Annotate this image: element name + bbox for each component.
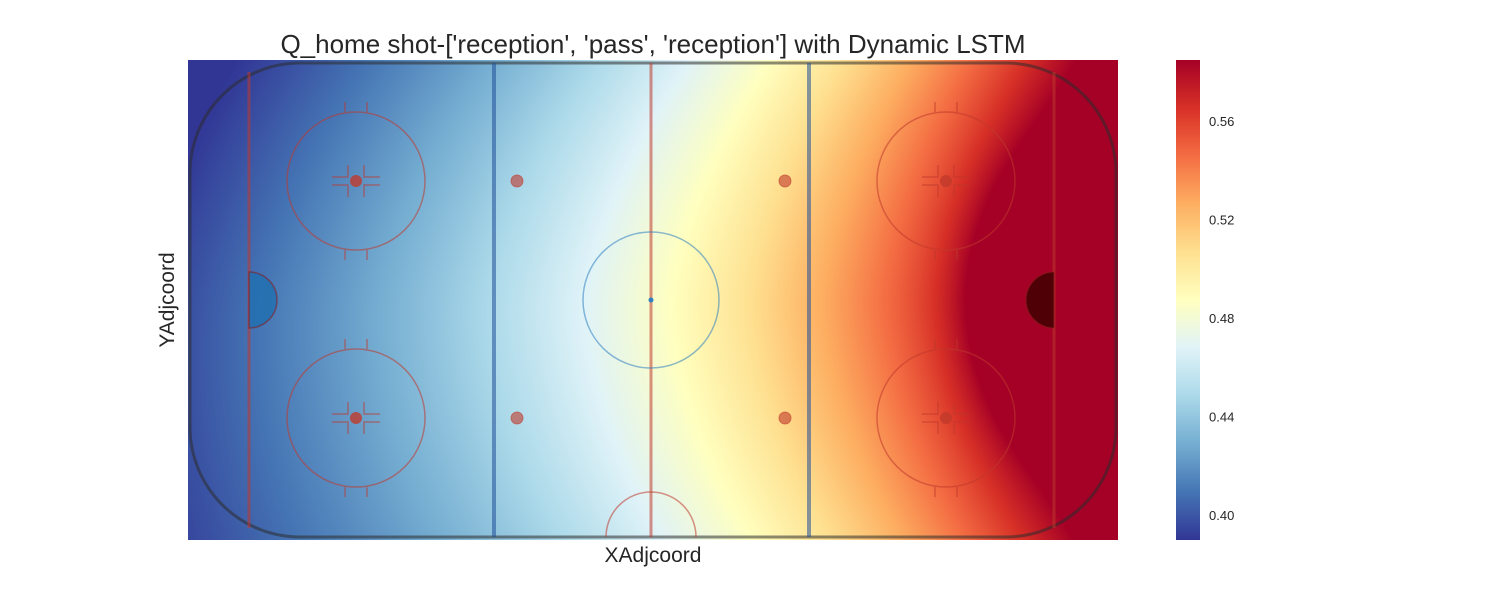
heatmap-plot [188,60,1118,540]
colorbar-tick-label: 0.56 [1209,114,1234,129]
colorbar-tick-label: 0.48 [1209,311,1234,326]
faceoff-top-right-circle [876,111,1016,251]
center-faceoff-dot [648,297,654,303]
referee-crease [605,491,697,538]
faceoff-bottom-left-circle [286,348,426,488]
chart-title: Q_home shot-['reception', 'pass', 'recep… [280,29,1026,59]
neutral-faceoff-dot-1 [510,174,524,188]
neutral-faceoff-dot-3 [778,174,792,188]
colorbar-tick-label: 0.40 [1209,508,1234,523]
colorbar-tick-label: 0.44 [1209,409,1234,424]
faceoff-top-left-dot [350,175,362,187]
faceoff-bottom-left-hash-marks [332,339,380,497]
neutral-faceoff-dot-4 [778,411,792,425]
neutral-faceoff-dot-2 [510,411,524,425]
y-axis-label: YAdjcoord [156,252,179,348]
faceoff-bottom-right-dot [940,412,952,424]
goal-crease-left [248,271,278,329]
faceoff-bottom-right-hash-marks [922,339,970,497]
faceoff-top-left-hash-marks [332,102,380,260]
faceoff-bottom-right-circle [876,348,1016,488]
center-faceoff-circle [582,231,720,369]
hockey-rink-overlay [188,61,1118,539]
faceoff-bottom-left-dot [350,412,362,424]
faceoff-top-left-circle [286,111,426,251]
colorbar-tick-label: 0.52 [1209,213,1234,228]
colorbar: 0.40 0.44 0.48 0.52 0.56 [1176,60,1234,540]
goal-crease-right [1025,271,1055,329]
colorbar-gradient [1176,60,1200,540]
x-axis-label: XAdjcoord [604,544,702,567]
colorbar-ticks: 0.40 0.44 0.48 0.52 0.56 [1209,114,1234,523]
faceoff-top-right-hash-marks [922,102,970,260]
rink-boards [188,61,1118,539]
faceoff-top-right-dot [940,175,952,187]
